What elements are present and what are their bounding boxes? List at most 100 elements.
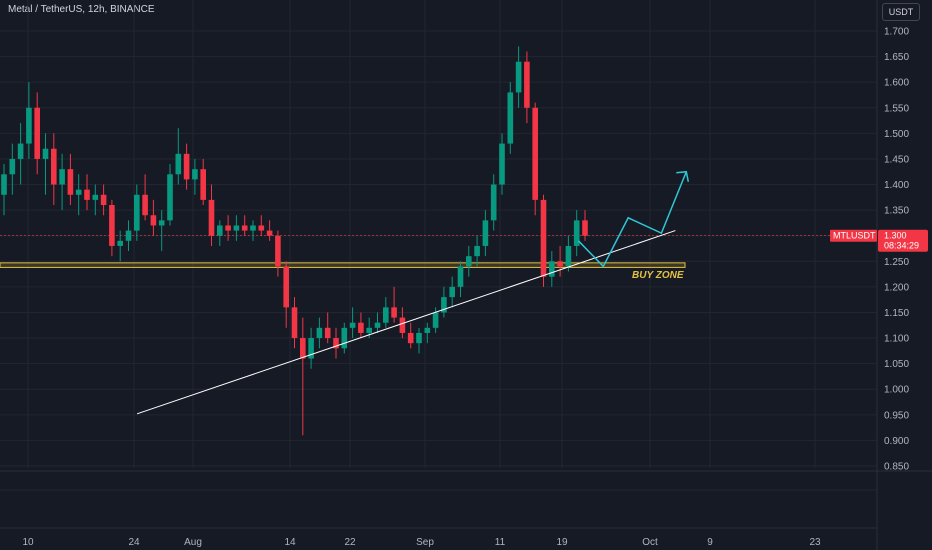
price-tick-label: 1.450 [884, 154, 909, 165]
candle-body [192, 169, 198, 180]
buy-zone-label: BUY ZONE [632, 270, 684, 281]
candle-body [134, 194, 140, 231]
candle-body [383, 307, 389, 323]
candle-body [75, 189, 82, 195]
price-tick-label: 1.000 [884, 385, 909, 396]
candle-body [300, 338, 306, 359]
candle-body [557, 261, 563, 267]
candle-body [92, 194, 99, 200]
time-tick-label: 14 [284, 537, 296, 548]
time-tick-label: 19 [556, 537, 568, 548]
countdown-value: 08:34:29 [884, 241, 919, 251]
price-tick-label: 1.100 [884, 334, 909, 345]
candle-body [17, 143, 24, 159]
candle-body [42, 148, 49, 159]
buy-zone: BUY ZONE [0, 235, 877, 281]
candle-body [291, 307, 298, 339]
price-tick-label: 1.350 [884, 206, 909, 217]
candle-body [34, 107, 40, 159]
candle-body [349, 322, 356, 328]
candle-body [333, 338, 339, 349]
candle-body [250, 225, 256, 231]
candle-body [432, 312, 439, 328]
price-tick-label: 1.500 [884, 129, 909, 140]
candle-body [183, 153, 190, 180]
time-axis: 10 24 Aug 14 22 Sep 11 19 Oct 9 23 [22, 537, 821, 548]
candle-body [341, 327, 348, 349]
candles [1, 46, 588, 436]
candle-body [449, 286, 455, 298]
price-tick-label: 1.200 [884, 282, 909, 293]
last-price-tag-box [878, 229, 928, 252]
candle-body [109, 205, 115, 246]
time-tick-label: 10 [22, 537, 34, 548]
candle-body [499, 143, 505, 185]
candle-body [324, 327, 331, 339]
price-tick-label: 0.850 [884, 462, 909, 473]
candle-body [507, 92, 514, 144]
candle-body [258, 225, 265, 231]
candle-body [275, 235, 281, 267]
candle-body [150, 215, 157, 226]
candle-body [482, 220, 489, 246]
candle-body [59, 169, 65, 185]
buy-zone-box [0, 262, 686, 268]
price-tick-label: 1.050 [884, 359, 909, 370]
time-tick-label: Oct [642, 537, 658, 548]
price-tick-label: 1.250 [884, 257, 909, 268]
time-tick-label: 11 [495, 537, 506, 548]
candle-body [266, 230, 273, 236]
candle-body [407, 332, 414, 344]
candle-body [200, 169, 206, 200]
candle-body [424, 327, 431, 333]
candle-body [233, 225, 240, 231]
price-tick-label: 0.950 [884, 410, 909, 421]
price-tick-label: 1.650 [884, 52, 909, 63]
candle-body [358, 322, 364, 333]
candle-body [441, 297, 447, 313]
time-tick-label: 22 [344, 537, 356, 548]
candle-body [466, 256, 472, 267]
price-tick-label: 1.150 [884, 308, 909, 319]
candle-body [316, 327, 323, 339]
candle-body [308, 338, 314, 359]
candle-body [100, 194, 107, 205]
symbol-tag-box [830, 229, 877, 242]
currency-selector[interactable]: USDT [882, 3, 920, 21]
candle-body [565, 245, 572, 267]
candle-body [167, 174, 173, 221]
candle-body [490, 184, 497, 221]
candle-body [283, 266, 289, 308]
candle-body [208, 199, 215, 236]
candle-body [142, 194, 148, 216]
price-tick-label: 1.700 [884, 27, 909, 38]
candle-body [515, 61, 522, 93]
candle-body [241, 225, 248, 231]
time-tick-label: 9 [707, 537, 713, 548]
candle-body [1, 174, 7, 195]
candle-body [582, 220, 588, 236]
projection-arrowhead [676, 170, 690, 182]
candle-body [175, 153, 182, 175]
time-tick-label: Aug [184, 537, 202, 548]
candle-body [26, 107, 32, 144]
candle-body [67, 169, 74, 195]
time-tick-label: 24 [128, 537, 140, 548]
projection-path [577, 171, 687, 268]
candle-body [84, 189, 90, 200]
symbol-tag: MTLUSDT [833, 231, 876, 241]
last-price-value: 1.300 [884, 231, 907, 241]
price-axis: 1.700 1.650 1.600 1.550 1.500 1.450 1.400 1.350… [884, 27, 909, 473]
time-tick-label: Sep [416, 537, 434, 548]
price-tick-label: 0.900 [884, 436, 909, 447]
candle-body [532, 107, 538, 200]
candle-body [524, 61, 530, 108]
candle-body [9, 158, 16, 175]
candle-body [366, 327, 372, 333]
candle-body [391, 307, 397, 318]
candle-body [117, 240, 123, 246]
candle-body [474, 245, 480, 257]
